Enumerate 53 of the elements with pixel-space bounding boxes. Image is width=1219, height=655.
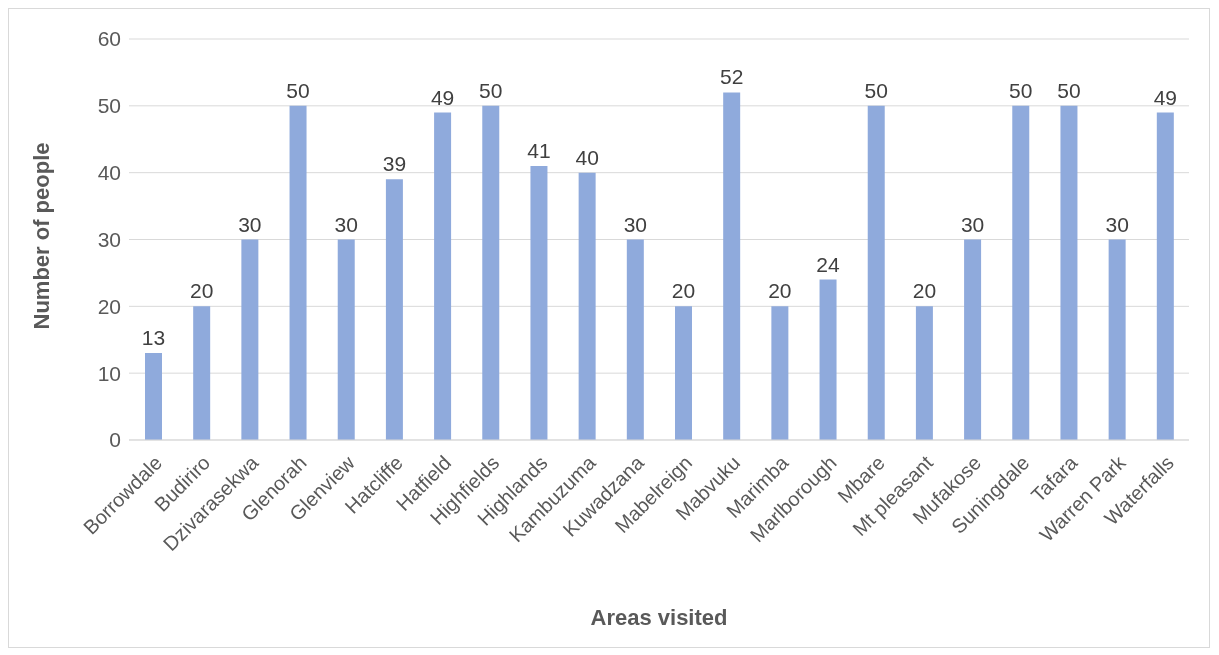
- bar: [964, 239, 982, 440]
- data-label: 30: [238, 212, 262, 236]
- data-label: 50: [1009, 78, 1033, 102]
- y-tick-label: 30: [97, 227, 121, 251]
- data-label: 20: [671, 279, 696, 303]
- bar: [723, 92, 741, 440]
- bar: [530, 165, 548, 440]
- x-axis-title: Areas visited: [590, 605, 728, 630]
- data-label: 30: [334, 212, 358, 236]
- y-tick-label: 0: [109, 428, 121, 452]
- y-tick-label: 20: [97, 294, 121, 318]
- data-label: 30: [1105, 212, 1129, 236]
- bar: [867, 105, 885, 440]
- y-tick-label: 40: [97, 161, 121, 185]
- data-label: 49: [1153, 85, 1177, 109]
- data-label: 40: [575, 145, 599, 169]
- bar: [337, 239, 355, 440]
- y-tick-label: 10: [97, 361, 121, 385]
- bar: [771, 306, 789, 440]
- data-label: 20: [768, 279, 792, 303]
- bar: [482, 105, 500, 440]
- bar: [819, 279, 837, 440]
- bar: [675, 306, 692, 440]
- data-label: 20: [912, 279, 937, 303]
- bar: [1156, 112, 1174, 440]
- y-axis-title: Number of people: [28, 142, 54, 330]
- data-label: 50: [1057, 78, 1081, 102]
- bar: [915, 306, 933, 440]
- bar: [385, 179, 403, 440]
- y-tick-label: 50: [97, 94, 121, 118]
- data-label: 41: [527, 138, 551, 162]
- bar: [626, 239, 644, 440]
- bar: [1060, 105, 1078, 440]
- data-label: 24: [816, 252, 841, 276]
- data-label: 20: [190, 279, 214, 303]
- bar: [1108, 239, 1126, 440]
- bar: [193, 306, 211, 440]
- data-label: 13: [141, 326, 166, 350]
- data-label: 50: [479, 78, 503, 102]
- data-label: 30: [623, 212, 647, 236]
- bar: [241, 239, 259, 440]
- bar: [289, 105, 307, 440]
- data-label: 30: [960, 212, 985, 236]
- bar: [145, 353, 162, 440]
- data-label: 39: [382, 152, 407, 176]
- data-label: 49: [430, 85, 455, 109]
- data-label: 52: [720, 65, 744, 89]
- y-tick-label: 60: [97, 27, 121, 51]
- data-label: 50: [864, 78, 888, 102]
- data-label: 50: [286, 78, 310, 102]
- bar: [578, 172, 596, 440]
- bar: [434, 112, 452, 440]
- bar: [1012, 105, 1030, 440]
